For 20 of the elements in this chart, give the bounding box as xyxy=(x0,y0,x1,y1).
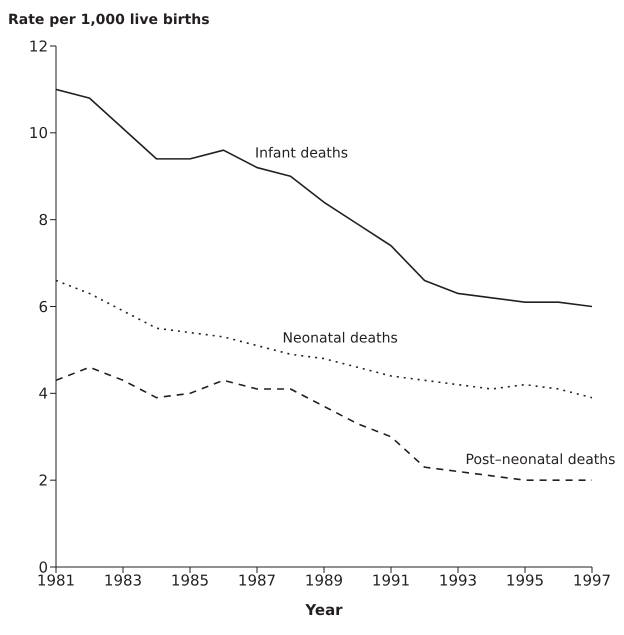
y-tick-label: 6 xyxy=(38,298,48,316)
x-tick-label: 1993 xyxy=(438,572,478,590)
x-tick-label: 1991 xyxy=(372,572,410,590)
series-label: Infant deaths xyxy=(255,146,348,162)
series-label: Post–neonatal deaths xyxy=(466,452,616,468)
x-tick-label: 1985 xyxy=(170,572,210,590)
x-tick-label: 1983 xyxy=(104,572,142,590)
y-tick-label: 2 xyxy=(38,471,48,490)
x-tick-label: 1997 xyxy=(572,572,612,590)
x-tick-label: 1989 xyxy=(304,572,344,590)
y-tick-label: 4 xyxy=(38,384,48,403)
x-tick-label: 1981 xyxy=(36,572,76,590)
x-tick-label: 1995 xyxy=(506,572,544,590)
x-tick-label: 1987 xyxy=(238,572,276,590)
y-tick-label: 10 xyxy=(28,124,48,142)
series-label: Neonatal deaths xyxy=(282,330,398,346)
y-axis-title: Rate per 1,000 live births xyxy=(8,12,210,28)
x-axis-title: Year xyxy=(304,601,344,619)
y-tick-label: 12 xyxy=(28,37,48,56)
y-tick-label: 8 xyxy=(38,210,48,229)
